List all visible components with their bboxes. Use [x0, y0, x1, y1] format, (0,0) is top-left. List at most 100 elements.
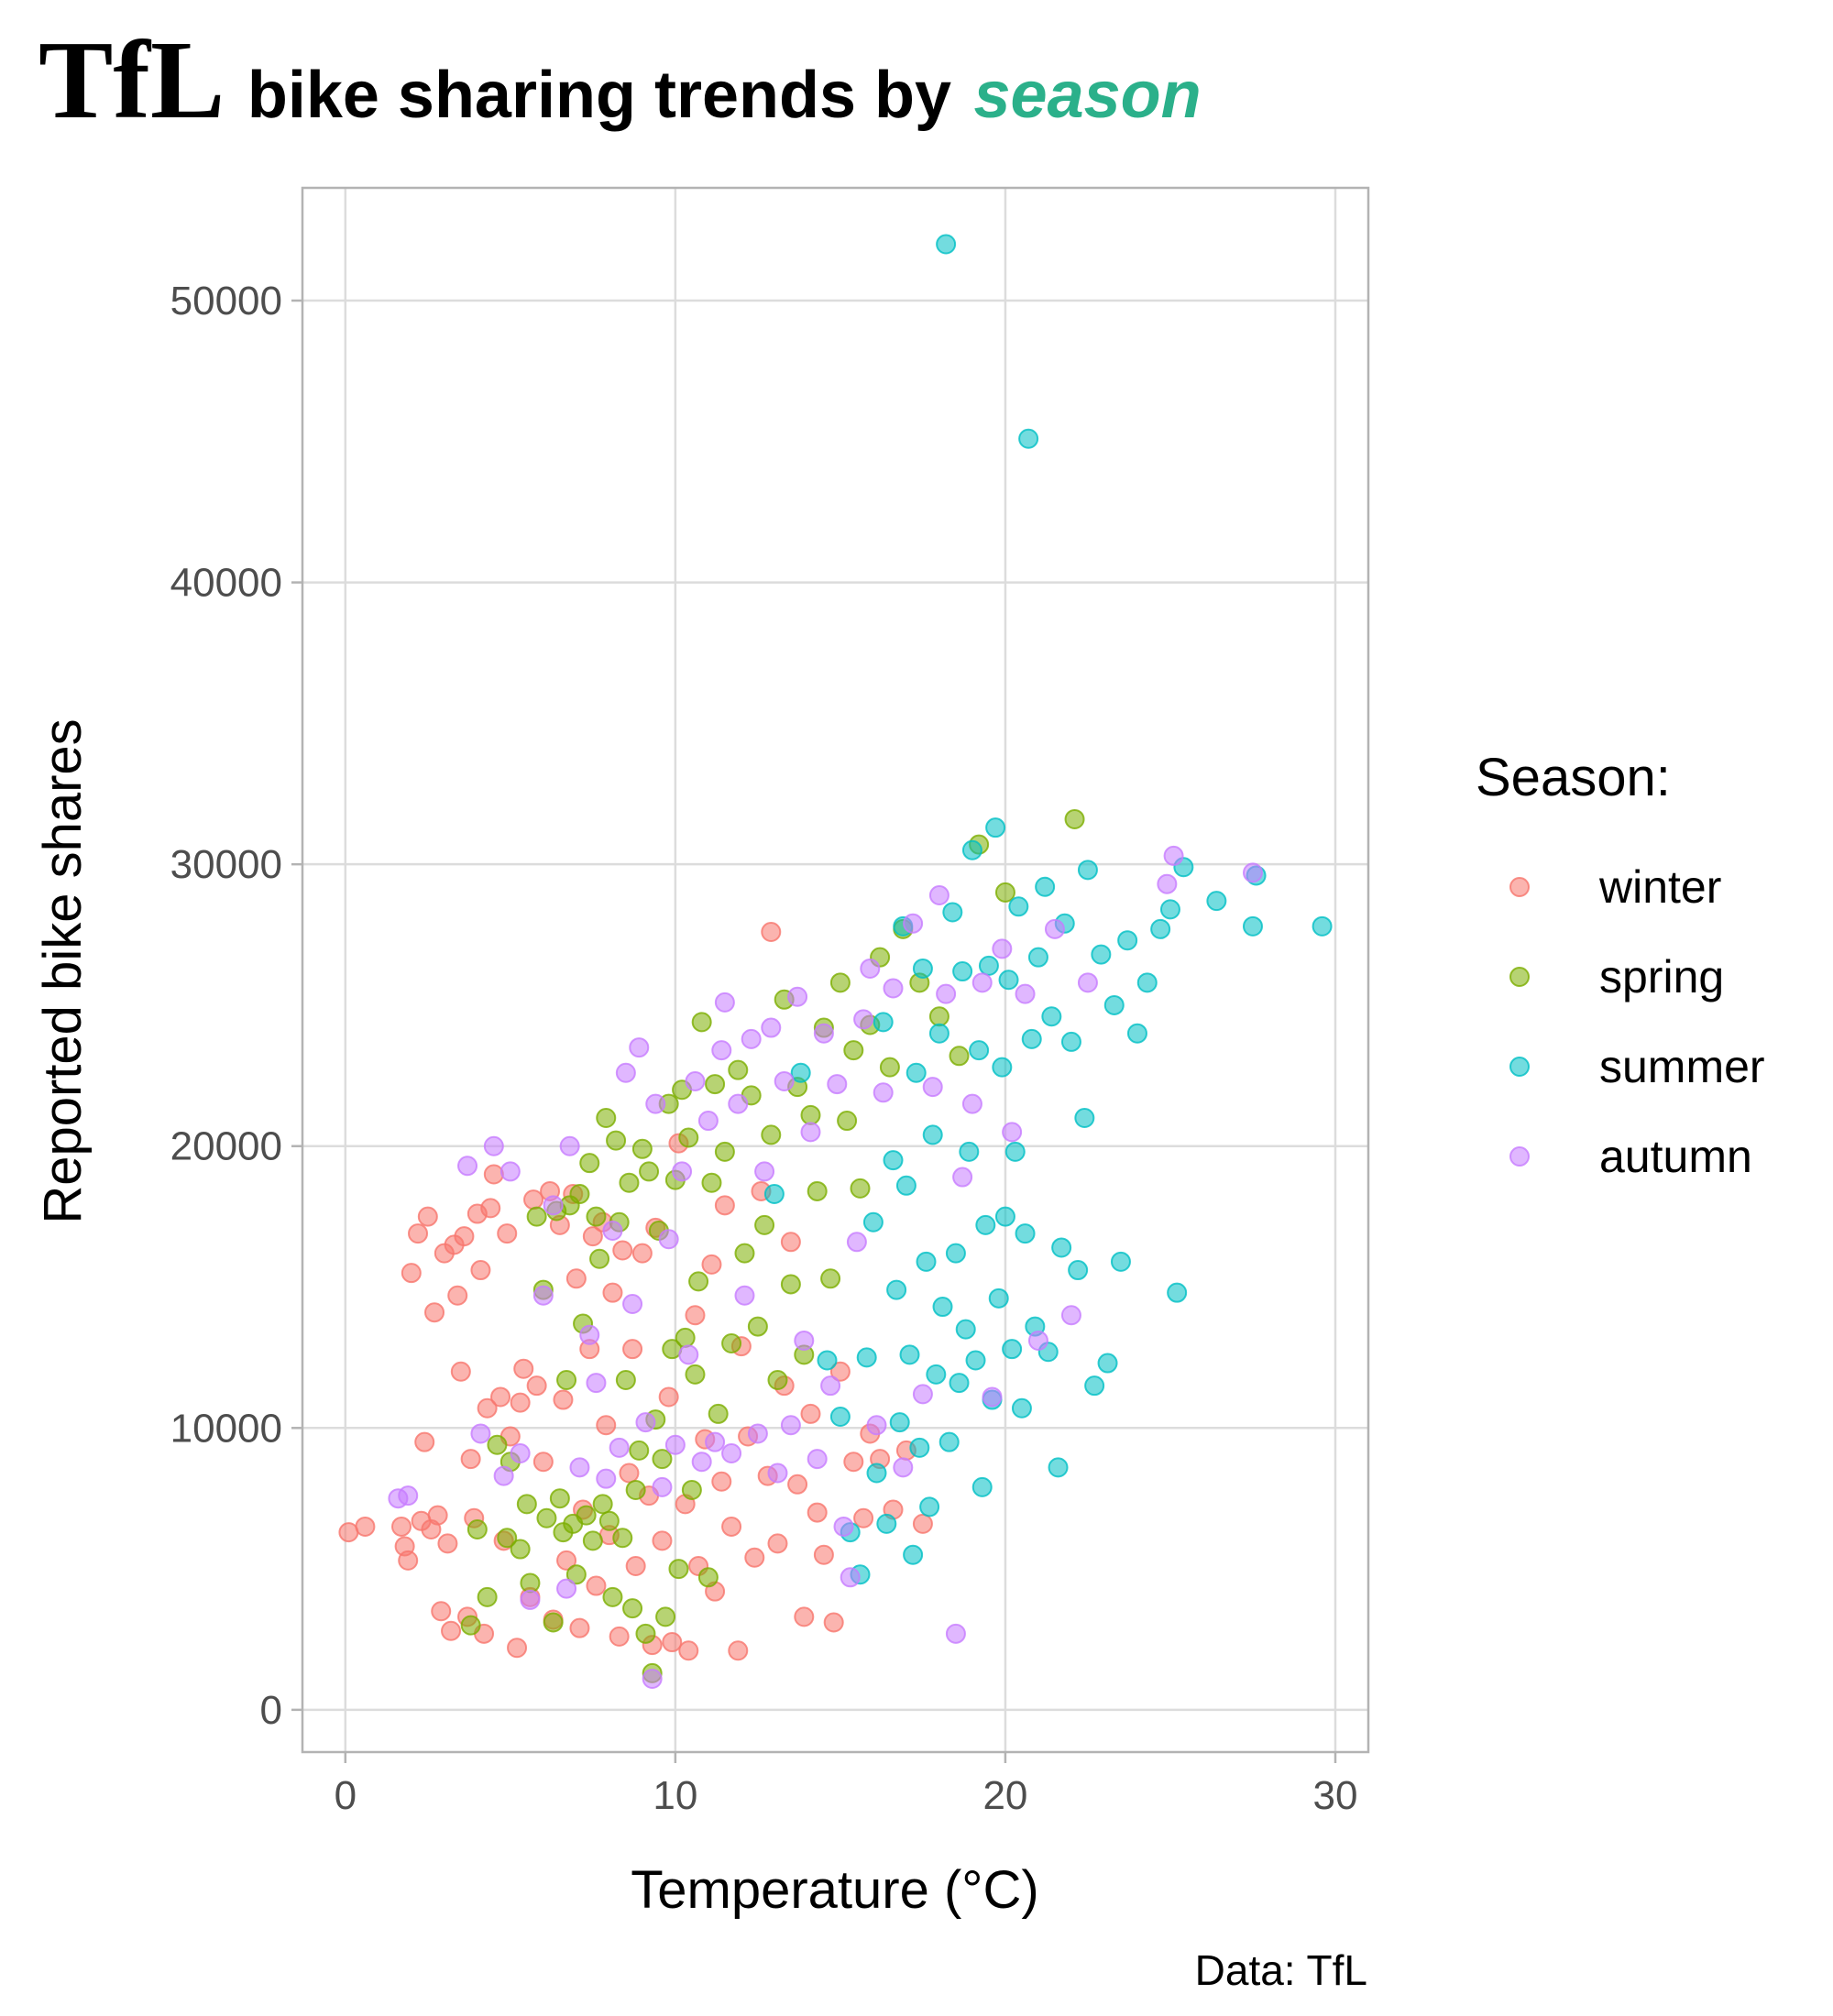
data-point — [1060, 1305, 1081, 1326]
data-point — [820, 1268, 841, 1289]
x-tick-label: 10 — [653, 1773, 697, 1818]
data-point — [1011, 1397, 1032, 1419]
data-point — [701, 1172, 722, 1193]
data-point — [685, 1070, 706, 1091]
data-point — [1015, 983, 1036, 1004]
chart-title: TfL bike sharing trends by season — [38, 18, 1202, 142]
data-point — [556, 1370, 577, 1391]
data-point — [741, 1028, 762, 1049]
data-point — [602, 1221, 623, 1241]
data-point — [625, 1556, 646, 1577]
x-axis-title: Temperature (°C) — [631, 1860, 1038, 1920]
data-point — [975, 1214, 996, 1235]
data-point — [685, 1364, 706, 1385]
data-point — [817, 1350, 838, 1371]
data-point — [454, 1226, 475, 1247]
data-point — [1167, 1282, 1188, 1303]
data-point — [1103, 994, 1125, 1015]
data-point — [635, 1412, 656, 1433]
data-point — [780, 1232, 801, 1253]
data-point — [873, 1082, 894, 1103]
data-point — [883, 1150, 904, 1171]
data-point — [998, 970, 1019, 991]
data-point — [903, 913, 924, 934]
data-point — [794, 1330, 815, 1351]
data-point — [959, 1141, 980, 1162]
data-point — [1068, 1260, 1089, 1281]
grid-lines — [302, 188, 1368, 1752]
data-point — [510, 1392, 531, 1413]
data-point — [829, 1361, 851, 1382]
data-point — [631, 1243, 653, 1264]
data-point — [728, 1093, 749, 1114]
data-point — [714, 1195, 735, 1216]
data-point — [582, 1530, 603, 1551]
y-tick-label: 20000 — [170, 1124, 282, 1169]
data-point — [622, 1293, 643, 1314]
data-point — [807, 1180, 828, 1201]
data-point — [961, 839, 982, 860]
data-point — [658, 1386, 679, 1408]
data-point — [487, 1434, 508, 1455]
data-point — [843, 1452, 864, 1473]
data-point — [460, 1615, 481, 1636]
data-point — [761, 921, 782, 942]
plot-panel-border — [301, 186, 1370, 1754]
data-point — [820, 1375, 841, 1397]
data-point — [612, 1528, 633, 1549]
data-point — [850, 1178, 871, 1199]
data-point — [457, 1156, 478, 1177]
legend-key-summer — [1509, 1057, 1530, 1077]
data-point — [922, 1077, 943, 1098]
data-point — [790, 1062, 811, 1083]
y-tick-label: 10000 — [170, 1406, 282, 1451]
data-point — [579, 1324, 600, 1345]
data-point — [794, 1606, 815, 1627]
data-point — [1004, 1141, 1026, 1162]
data-point — [532, 1452, 554, 1473]
data-point — [408, 1223, 429, 1244]
data-point — [955, 1319, 976, 1340]
data-point — [853, 1009, 874, 1030]
data-point — [615, 1062, 636, 1083]
data-point — [928, 884, 949, 905]
data-point — [582, 1226, 603, 1247]
data-point — [672, 1161, 693, 1182]
data-point — [916, 1251, 937, 1272]
data-point — [787, 1474, 808, 1495]
data-point — [906, 1062, 927, 1083]
axis-ticks: 0 10 20 30 0 10000 20000 30000 40000 50000 — [170, 279, 1358, 1818]
data-point — [744, 1547, 765, 1568]
data-point — [556, 1578, 577, 1599]
data-point — [754, 1214, 775, 1235]
data-point — [602, 1282, 623, 1303]
data-point — [945, 1243, 966, 1264]
data-point — [543, 1612, 564, 1633]
data-point — [952, 961, 973, 982]
data-point — [510, 1442, 531, 1463]
data-point — [843, 1040, 864, 1061]
data-point — [398, 1485, 419, 1507]
data-point — [928, 1006, 949, 1027]
data-point — [1077, 860, 1098, 881]
legend-key-autumn — [1509, 1146, 1530, 1167]
data-point — [622, 1339, 643, 1360]
data-point — [1035, 876, 1056, 897]
data-point — [763, 1184, 785, 1205]
y-tick-label: 30000 — [170, 842, 282, 887]
data-point — [391, 1516, 412, 1537]
data-point — [450, 1361, 471, 1382]
data-point — [936, 234, 957, 255]
data-point — [1150, 918, 1171, 939]
data-point — [945, 1623, 966, 1644]
title-prefix: TfL — [38, 18, 225, 142]
data-point — [701, 1254, 722, 1275]
data-point — [1060, 1031, 1081, 1052]
data-point — [1015, 1223, 1036, 1244]
data-point — [711, 1471, 732, 1492]
data-point — [553, 1389, 574, 1410]
data-point — [932, 1297, 953, 1318]
data-point — [938, 1431, 960, 1452]
data-point — [823, 1612, 844, 1633]
data-point — [721, 1333, 742, 1354]
